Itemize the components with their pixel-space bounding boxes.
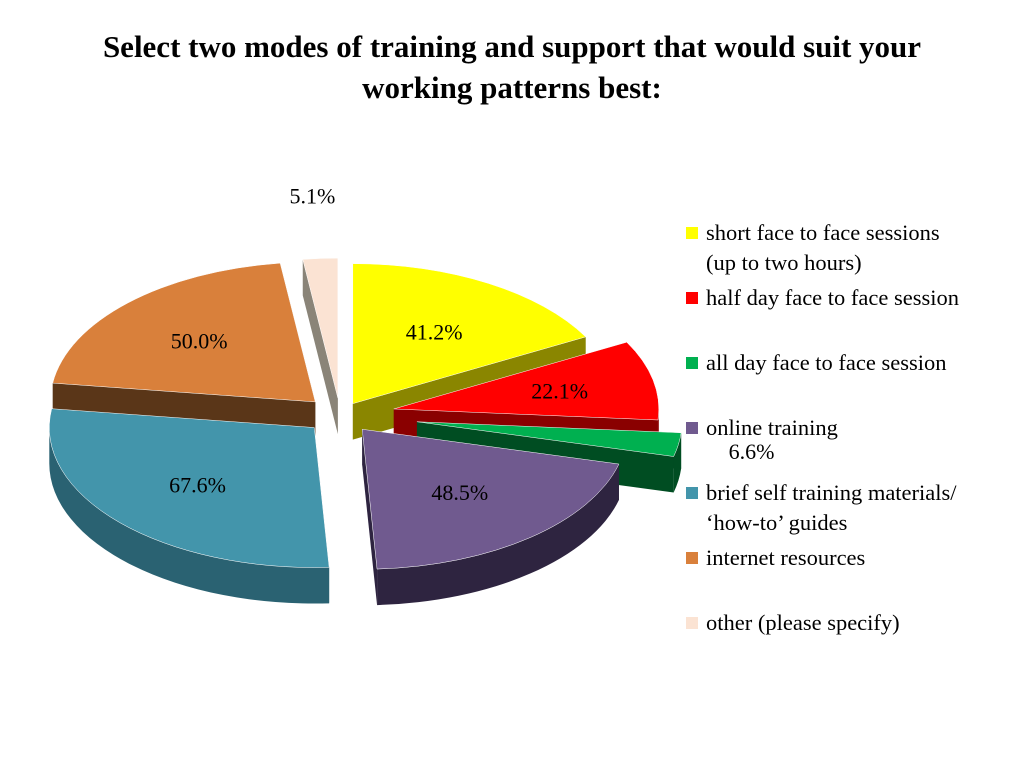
legend-item: short face to face sessions (up to two ho… xyxy=(686,218,1016,278)
legend-item: half day face to face session xyxy=(686,283,1016,313)
chart-title-line-2: working patterns best: xyxy=(362,70,662,105)
data-label-3: 6.6% xyxy=(729,439,775,464)
pie-slice-3 xyxy=(416,421,682,457)
legend-label-line: internet resources xyxy=(706,545,866,570)
legend-label: brief self training materials/ ‘how-to’ g… xyxy=(706,478,1016,538)
data-label-5: 67.6% xyxy=(169,473,226,498)
pie-slice-1 xyxy=(352,263,587,404)
legend-label: other (please specify) xyxy=(706,608,1016,638)
legend-label-line: half day face to face session xyxy=(706,285,960,310)
legend-item: online training xyxy=(686,413,1016,443)
data-label-1: 41.2% xyxy=(406,319,463,344)
legend-swatch xyxy=(686,422,698,434)
legend-swatch xyxy=(686,487,698,499)
pie-slice-4 xyxy=(361,428,620,570)
chart-title: Select two modes of training and support… xyxy=(40,26,984,108)
legend-label: half day face to face session xyxy=(706,283,1016,313)
pie-slice-5 xyxy=(49,408,330,568)
legend-label-line: ‘how-to’ guides xyxy=(706,510,848,535)
pie-slice-2 xyxy=(393,341,660,421)
pie-data-labels: 41.2% 22.1% 6.6% 48.5% 67.6% 50.0% 5.1% xyxy=(169,184,774,505)
legend-item: other (please specify) xyxy=(686,608,1016,638)
legend-swatch xyxy=(686,292,698,304)
legend-swatch xyxy=(686,357,698,369)
legend-swatch xyxy=(686,617,698,629)
pie-slice-6 xyxy=(52,262,316,403)
legend-item: internet resources xyxy=(686,543,1016,573)
legend-label: online training xyxy=(706,413,1016,443)
legend-swatch xyxy=(686,227,698,239)
legend-label: all day face to face session xyxy=(706,348,1016,378)
slice-outer-wall-4 xyxy=(377,464,619,606)
pie-tops xyxy=(49,257,682,570)
legend-label-line: (up to two hours) xyxy=(706,250,862,275)
slice-radial-wall-4-2 xyxy=(362,429,378,606)
slice-outer-wall-3 xyxy=(673,432,682,493)
legend-label: internet resources xyxy=(706,543,1016,573)
slice-outer-wall-5 xyxy=(49,427,330,604)
legend-label-line: other (please specify) xyxy=(706,610,900,635)
legend-label-line: online training xyxy=(706,415,838,440)
pie-slice-7 xyxy=(302,257,339,399)
data-label-6: 50.0% xyxy=(171,328,228,353)
legend-label: short face to face sessions (up to two ho… xyxy=(706,218,1016,278)
legend-label-line: all day face to face session xyxy=(706,350,947,375)
data-label-7: 5.1% xyxy=(289,184,335,209)
legend-label-line: short face to face sessions xyxy=(706,220,940,245)
data-label-4: 48.5% xyxy=(431,480,488,505)
legend-item: brief self training materials/ ‘how-to’ g… xyxy=(686,478,1016,538)
legend-swatch xyxy=(686,552,698,564)
data-label-2: 22.1% xyxy=(531,378,588,403)
legend-label-line: brief self training materials/ xyxy=(706,480,957,505)
legend-item: all day face to face session xyxy=(686,348,1016,378)
slice-radial-wall-7-1 xyxy=(302,259,338,435)
chart-title-line-1: Select two modes of training and support… xyxy=(102,29,922,64)
